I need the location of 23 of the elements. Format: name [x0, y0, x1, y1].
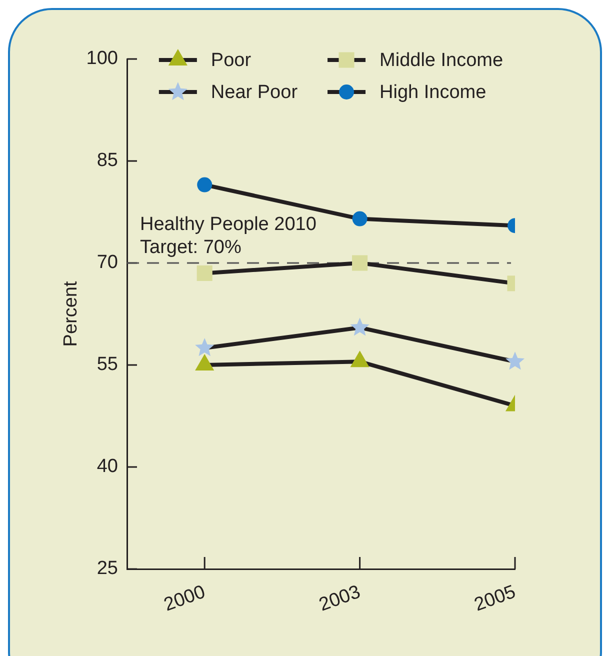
x-tick-label: 2005: [472, 582, 518, 616]
y-tick-label: 85: [96, 150, 118, 172]
y-tick-label: 70: [96, 252, 118, 274]
point: [195, 338, 214, 356]
legend-label: Poor: [210, 50, 252, 72]
point: [197, 177, 212, 192]
y-axis-title: Percent: [60, 280, 82, 347]
x-tick-label: 2000: [161, 582, 208, 616]
legend-label: High Income: [380, 82, 486, 104]
y-tick-label: 40: [96, 456, 118, 478]
y-tick-label: 100: [86, 48, 118, 70]
point: [350, 350, 370, 368]
point: [352, 211, 368, 226]
ref-line-label: Healthy People 2010 Target: 70%: [140, 214, 316, 258]
y-tick-label: 25: [96, 558, 118, 580]
x-tick-label: 2003: [316, 582, 364, 616]
y-tick-label: 55: [96, 354, 118, 376]
point: [350, 318, 370, 336]
point: [196, 265, 212, 281]
point: [195, 354, 214, 370]
point: [352, 255, 368, 271]
legend-label: Middle Income: [380, 50, 504, 72]
legend-label: Near Poor: [210, 82, 298, 104]
